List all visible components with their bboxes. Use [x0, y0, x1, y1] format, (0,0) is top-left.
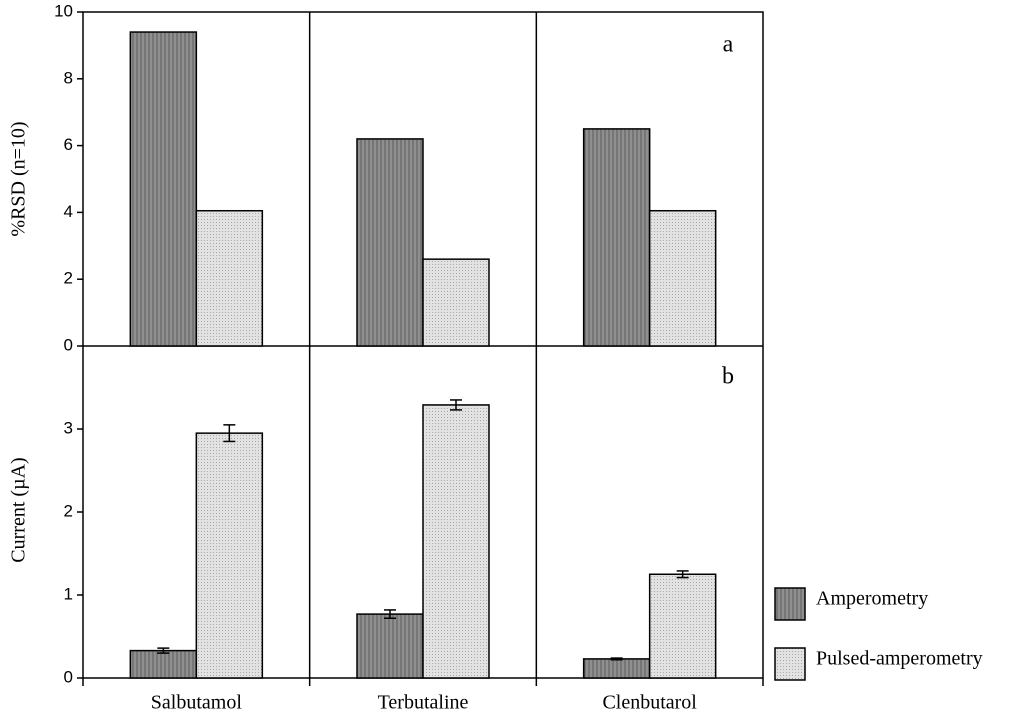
- error-bar: [384, 609, 396, 619]
- legend-label: Amperometry: [816, 588, 928, 610]
- y-axis-label: Current (µA): [8, 457, 30, 562]
- bar-texture: [583, 128, 650, 346]
- error-bar: [450, 399, 462, 411]
- bar-texture: [196, 433, 263, 678]
- y-tick-label: 4: [64, 202, 73, 221]
- bar-texture: [583, 658, 650, 678]
- panel-label: a: [723, 32, 734, 58]
- bar-texture: [649, 210, 716, 346]
- legend-label: Pulsed-amperometry: [816, 648, 983, 670]
- panel-label: b: [722, 364, 734, 390]
- y-tick-label: 3: [64, 418, 73, 437]
- bar-texture: [357, 138, 423, 346]
- y-tick-label: 0: [64, 335, 73, 354]
- x-tick-label: Clenbutarol: [602, 692, 697, 714]
- x-tick-label: Salbutamol: [151, 692, 243, 714]
- y-tick-label: 2: [64, 501, 73, 520]
- bar-texture: [357, 614, 423, 678]
- legend-swatch-texture: [775, 648, 805, 680]
- legend-swatch-texture: [775, 588, 805, 620]
- y-tick-label: 1: [64, 584, 73, 603]
- bar-texture: [423, 259, 489, 346]
- error-bar: [223, 424, 236, 443]
- x-tick-label: Terbutaline: [378, 692, 469, 714]
- bar-texture: [130, 650, 197, 678]
- y-tick-label: 0: [64, 667, 73, 686]
- error-bar: [676, 570, 689, 579]
- bar-texture: [196, 210, 263, 346]
- bar-texture: [649, 574, 716, 678]
- y-tick-label: 8: [64, 68, 73, 87]
- bar-texture: [423, 404, 489, 678]
- error-bar: [610, 657, 623, 661]
- y-tick-label: 2: [64, 269, 73, 288]
- y-tick-label: 6: [64, 135, 73, 154]
- y-tick-label: 10: [54, 1, 73, 20]
- error-bar: [157, 647, 170, 654]
- y-axis-label: %RSD (n=10): [8, 121, 30, 236]
- bar-texture: [130, 32, 197, 346]
